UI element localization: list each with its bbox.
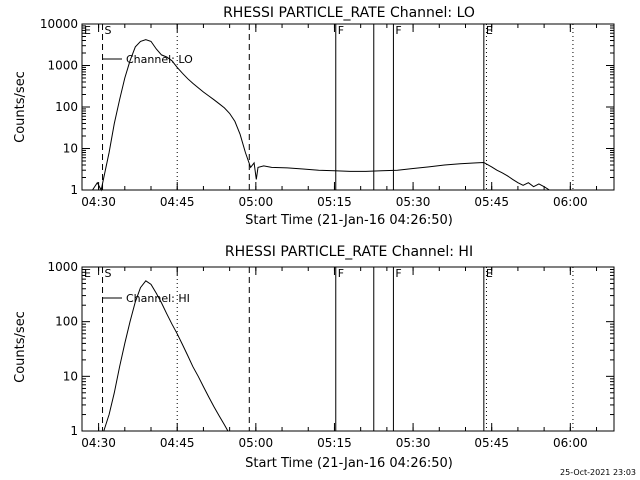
x-tick-label: 05:30: [396, 436, 431, 450]
x-axis-label: Start Time (21-Jan-16 04:26:50): [245, 213, 453, 228]
x-tick-label: 05:45: [474, 195, 509, 209]
y-tick-label: 100: [55, 100, 78, 114]
y-tick-label: 1: [70, 424, 78, 438]
y-axis-label: Counts/sec: [13, 311, 28, 383]
event-marker-label: F: [395, 267, 401, 280]
event-marker-label: F: [338, 24, 344, 37]
x-tick-label: 04:45: [160, 436, 195, 450]
chart-title: RHESSI PARTICLE_RATE Channel: LO: [223, 5, 475, 21]
x-tick-label: 05:15: [317, 436, 352, 450]
chart-title: RHESSI PARTICLE_RATE Channel: HI: [225, 244, 473, 260]
x-tick-label: 05:00: [239, 195, 274, 209]
y-tick-label: 1000: [47, 260, 78, 274]
legend: Channel: LO: [102, 53, 193, 66]
plot-frame: [81, 23, 615, 191]
event-marker-label: S: [105, 24, 112, 37]
x-tick-label: 04:30: [81, 195, 116, 209]
y-tick-label: 1000: [47, 59, 78, 73]
panel-hi: RHESSI PARTICLE_RATE Channel: HI Counts/…: [13, 244, 615, 471]
legend-label: Channel: HI: [126, 292, 190, 305]
x-tick-label: 05:45: [474, 436, 509, 450]
y-tick-label: 1: [70, 183, 78, 197]
event-marker-label: F: [395, 24, 401, 37]
x-tick-label: 05:00: [239, 436, 274, 450]
x-tick-label: 04:45: [160, 195, 195, 209]
event-marker-label: E: [84, 267, 91, 280]
legend: Channel: HI: [102, 292, 190, 305]
y-tick-label: 100: [55, 315, 78, 329]
x-tick-label: 04:30: [81, 436, 116, 450]
panel-lo: RHESSI PARTICLE_RATE Channel: LO Counts/…: [13, 5, 615, 228]
y-tick-label: 10: [63, 369, 78, 383]
y-tick-label: 10: [63, 142, 78, 156]
series-line: [103, 280, 229, 432]
y-axis-label: Counts/sec: [13, 71, 28, 143]
event-marker-label: S: [105, 267, 112, 280]
x-tick-label: 06:00: [553, 436, 588, 450]
legend-label: Channel: LO: [126, 53, 193, 66]
event-marker-label: E: [486, 267, 493, 280]
x-tick-label: 05:30: [396, 195, 431, 209]
event-marker-label: E: [486, 24, 493, 37]
x-tick-label: 06:00: [553, 195, 588, 209]
x-tick-label: 05:15: [317, 195, 352, 209]
x-axis-label: Start Time (21-Jan-16 04:26:50): [245, 456, 453, 471]
series-line: [92, 39, 550, 192]
event-marker-label: E: [84, 24, 91, 37]
generated-timestamp: 25-Oct-2021 23:03: [560, 468, 636, 477]
event-marker-label: F: [338, 267, 344, 280]
y-tick-label: 10000: [40, 17, 78, 31]
